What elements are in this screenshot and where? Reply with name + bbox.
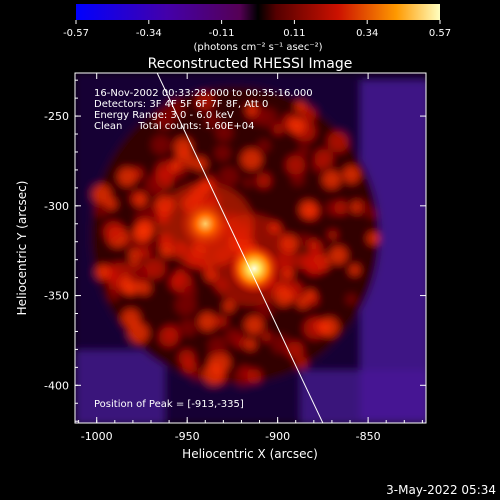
annotation-detectors: Detectors: 3F 4F 5F 6F 7F 8F, Att 0 [94,99,268,110]
y-axis-label: Heliocentric Y (arcsec) [15,181,29,316]
x-axis-label: Heliocentric X (arcsec) [182,447,318,461]
annotation-energy: Energy Range: 3.0 - 6.0 keV [94,110,234,121]
plot-frame [74,72,427,424]
x-tick-label: -1000 [81,430,113,443]
colorbar-tick-label: 0.34 [356,28,378,39]
footer-timestamp: 3-May-2022 05:34 [386,483,496,497]
y-tick-label: -400 [44,379,69,392]
x-tick-label: -850 [356,430,381,443]
annotation-clean: Clean Total counts: 1.60E+04 [94,121,254,132]
colorbar-unit-label: (photons cm⁻² s⁻¹ asec⁻²) [193,42,322,53]
chart-title: Reconstructed RHESSI Image [148,56,353,72]
colorbar-tick-label: -0.11 [209,28,235,39]
colorbar-tick-label: -0.34 [136,28,162,39]
annotation-time: 16-Nov-2002 00:33:28.000 to 00:35:16.000 [94,88,313,99]
peak-position-label: Position of Peak = [-913,-335] [94,399,244,410]
source-secondary [178,196,233,251]
x-tick-label: -900 [265,430,290,443]
y-tick-label: -300 [44,200,69,213]
y-tick-label: -250 [44,110,69,123]
colorbar-tick-label: 0.57 [429,28,451,39]
image-annotations: 16-Nov-2002 00:33:28.000 to 00:35:16.000… [94,88,313,410]
colorbar-tick-label: 0.11 [283,28,305,39]
axis-ticks: -1000 -950 -900 -850 -250 -300 -350 -400 [44,73,426,443]
heatmap-image [75,73,426,423]
solar-limb-line [156,73,324,423]
colorbar-ticks: -0.57 -0.34 -0.11 0.11 0.34 0.57 [63,20,451,39]
y-tick-label: -350 [44,290,69,303]
source-peak [228,242,281,295]
x-tick-label: -950 [175,430,200,443]
colorbar [76,4,440,20]
colorbar-tick-label: -0.57 [63,28,89,39]
